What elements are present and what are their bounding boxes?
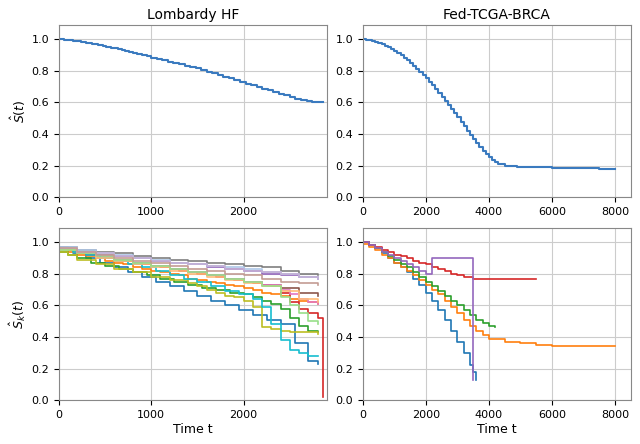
Y-axis label: $\hat{S}_k(t)$: $\hat{S}_k(t)$ bbox=[8, 300, 29, 329]
X-axis label: Time t: Time t bbox=[173, 423, 212, 436]
Title: Lombardy HF: Lombardy HF bbox=[147, 8, 239, 22]
Y-axis label: $\hat{S}(t)$: $\hat{S}(t)$ bbox=[10, 99, 29, 123]
X-axis label: Time t: Time t bbox=[477, 423, 516, 436]
Title: Fed-TCGA-BRCA: Fed-TCGA-BRCA bbox=[443, 8, 551, 22]
